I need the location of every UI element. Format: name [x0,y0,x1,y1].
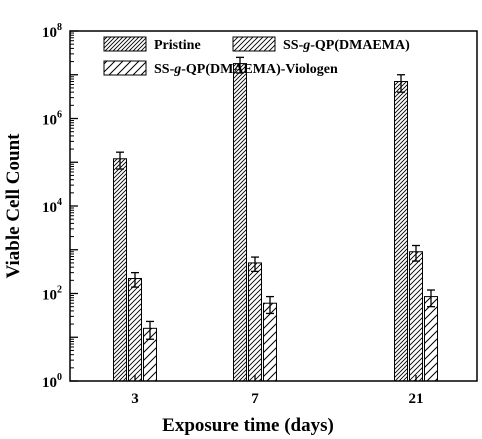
bar-series1-cat0 [128,278,142,382]
y-tick-label: 104 [42,197,62,216]
legend-label: SS-g-QP(DMAEMA)-Viologen [154,62,338,77]
error-bar-series0-cat1 [236,56,244,74]
bar-series1-cat1 [248,262,262,382]
legend-item-1: SS-g-QP(DMAEMA) [232,36,410,53]
legend: Pristine SS-g-QP(DMAEMA) SS-g-QP(DMAEMA)-V… [103,36,410,77]
bar-series2-cat2 [424,296,438,382]
bar-series2-cat1 [263,302,277,382]
error-bar-series1-cat0 [131,271,139,288]
bar-series0-cat2 [394,81,408,382]
y-tick-label: 100 [42,372,62,391]
bar-series0-cat0 [113,158,127,382]
bars-layer [113,63,438,382]
x-axis: 3 7 21 [131,375,424,407]
bar-series1-cat2 [409,251,423,382]
y-tick-label: 108 [42,22,62,41]
y-tick-label: 106 [42,110,62,129]
error-bar-series0-cat0 [116,151,124,170]
error-bar-series2-cat2 [427,289,435,308]
bar-series0-cat1 [233,63,247,382]
x-tick-label: 7 [251,391,259,407]
x-tick-label: 3 [131,391,139,407]
error-bar-series0-cat2 [397,74,405,93]
legend-item-2: SS-g-QP(DMAEMA)-Viologen [103,60,338,77]
y-axis: 100 102 104 106 108 [42,22,78,391]
error-bar-series2-cat1 [266,295,274,315]
x-tick-label: 21 [409,391,424,407]
legend-item-0: Pristine [103,36,201,53]
y-tick-label: 102 [42,285,62,304]
error-bar-series1-cat2 [412,244,420,262]
legend-label: Pristine [154,38,201,53]
legend-swatch [103,60,147,76]
legend-swatch [103,36,147,52]
error-bars-layer [116,56,435,340]
y-axis-title: Viable Cell Count [3,133,24,279]
error-bar-series1-cat1 [251,256,259,273]
error-bar-series2-cat0 [146,320,154,340]
x-axis-title: Exposure time (days) [162,415,334,436]
legend-swatch [232,36,276,52]
legend-label: SS-g-QP(DMAEMA) [283,38,410,53]
